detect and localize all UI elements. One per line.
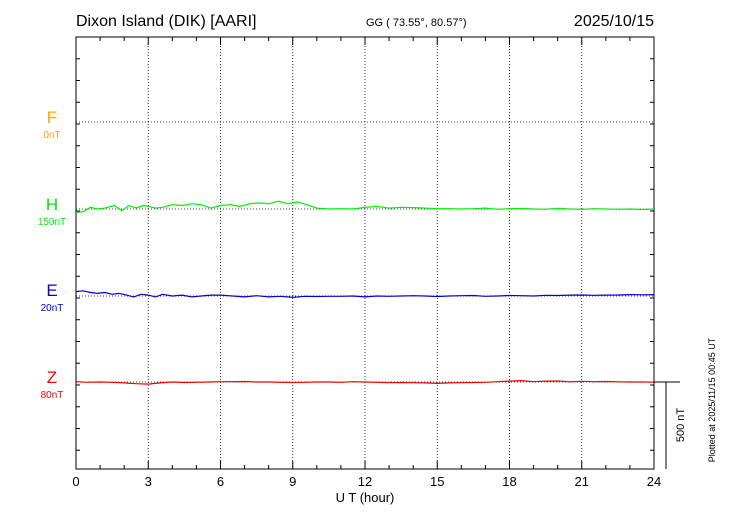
x-tick-label: 0 xyxy=(72,474,79,489)
coordinates-label: GG ( 73.55°, 80.57°) xyxy=(366,17,467,29)
x-tick-label: 9 xyxy=(289,474,296,489)
x-tick-label: 6 xyxy=(217,474,224,489)
plotted-note: Plotted at 2025/11/15 00:45 UT xyxy=(707,337,717,462)
x-tick-label: 18 xyxy=(502,474,516,489)
offset-z: 80nT xyxy=(41,390,64,401)
series-line-h xyxy=(75,200,655,214)
grid xyxy=(75,37,655,469)
x-tick-label: 12 xyxy=(358,474,372,489)
offset-f: 0nT xyxy=(43,130,60,141)
offset-e: 20nT xyxy=(41,303,64,314)
label-f: F xyxy=(47,108,57,127)
label-e: E xyxy=(46,281,57,300)
x-tick-label: 15 xyxy=(430,474,444,489)
x-tick-label: 24 xyxy=(647,474,661,489)
station-title: Dixon Island (DIK) [AARI] xyxy=(76,13,257,30)
series-line-e xyxy=(75,290,655,298)
label-z: Z xyxy=(47,368,57,387)
offset-h: 150nT xyxy=(38,217,66,228)
x-tick-label: 21 xyxy=(575,474,589,489)
plot-frame xyxy=(75,36,655,470)
x-axis-label: U T (hour) xyxy=(336,490,395,505)
x-tick-label: 3 xyxy=(145,474,152,489)
series-line-z xyxy=(75,380,655,385)
date-label: 2025/10/15 xyxy=(574,13,654,30)
label-h: H xyxy=(46,195,58,214)
scale-bar-label: 500 nT xyxy=(675,408,687,443)
